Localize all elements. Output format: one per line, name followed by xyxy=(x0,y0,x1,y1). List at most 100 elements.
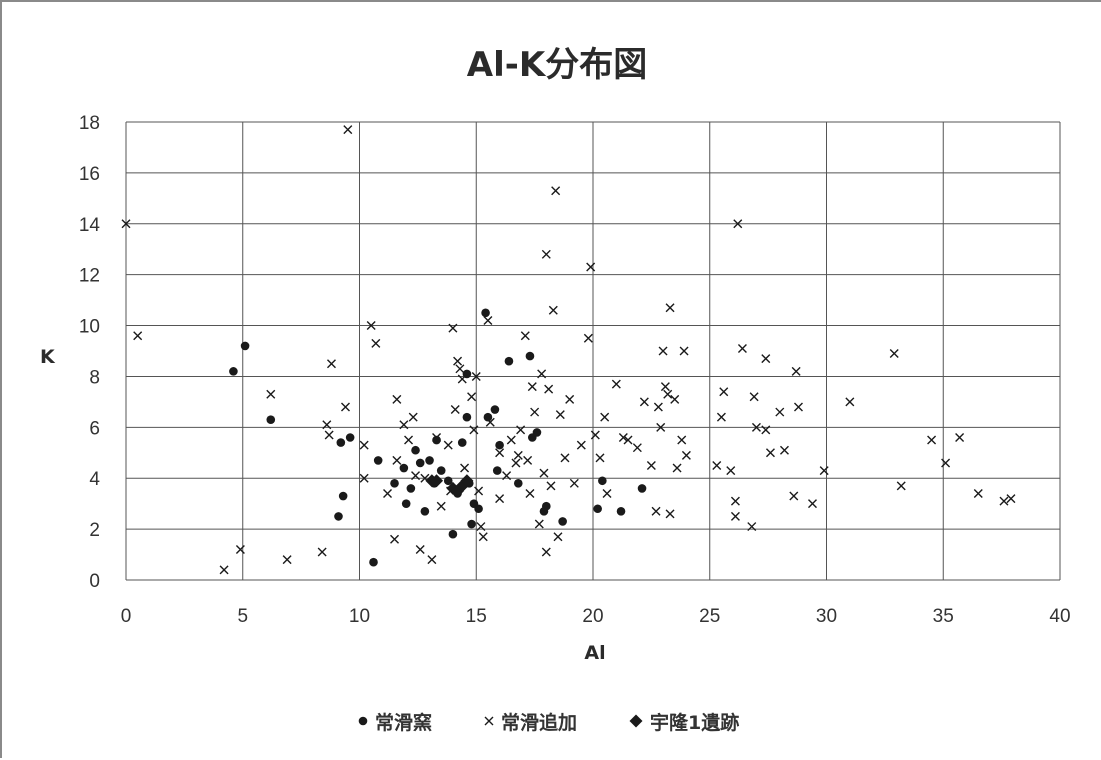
point-s1-82 xyxy=(639,397,649,407)
point-s0-8 xyxy=(373,456,383,465)
point-s1-10 xyxy=(343,125,353,135)
point-s1-62 xyxy=(544,384,554,394)
legend-label-0: 常滑窯 xyxy=(375,711,432,734)
point-s1-2 xyxy=(219,565,229,575)
point-s0-1 xyxy=(240,341,250,351)
point-s1-103 xyxy=(733,219,743,229)
point-s1-70 xyxy=(569,478,579,488)
point-s1-86 xyxy=(656,422,666,432)
point-s1-108 xyxy=(761,425,771,435)
point-s1-50 xyxy=(513,450,523,460)
point-s0-36 xyxy=(513,479,523,488)
y-tick-label-1: 2 xyxy=(89,520,100,541)
point-s1-60 xyxy=(541,547,551,557)
point-s1-61 xyxy=(541,249,551,259)
series-2 xyxy=(425,474,474,498)
point-s1-85 xyxy=(653,402,663,412)
point-s1-126 xyxy=(1006,494,1016,504)
point-s0-41 xyxy=(542,501,551,511)
series-1 xyxy=(121,125,1016,575)
y-tick-labels: 0 2 4 6 8 10 12 14 16 18 xyxy=(79,113,101,592)
point-s1-27 xyxy=(432,433,442,443)
point-s1-77 xyxy=(602,488,612,498)
point-s1-67 xyxy=(555,410,565,420)
x-axis-label: Al xyxy=(584,642,605,664)
point-s1-111 xyxy=(775,407,785,417)
chart-title: Al-K分布図 xyxy=(467,45,647,85)
point-s1-37 xyxy=(467,392,477,402)
x-tick-label-4: 20 xyxy=(582,606,603,627)
point-s0-19 xyxy=(436,466,446,475)
legend-item-1: 常滑追加 xyxy=(484,711,577,734)
point-s1-91 xyxy=(665,509,675,519)
point-s1-56 xyxy=(530,407,540,417)
point-s0-14 xyxy=(415,458,425,468)
point-s1-18 xyxy=(392,455,402,465)
point-s1-100 xyxy=(726,466,736,476)
y-tick-label-6: 12 xyxy=(79,266,100,287)
point-s1-112 xyxy=(779,445,789,455)
point-s1-19 xyxy=(392,394,402,404)
point-s1-76 xyxy=(600,412,610,422)
x-tick-label-3: 15 xyxy=(466,606,487,627)
point-s1-14 xyxy=(366,321,376,331)
point-s1-87 xyxy=(658,346,668,356)
point-s1-98 xyxy=(716,412,726,422)
point-s1-11 xyxy=(340,402,350,412)
y-axis-label: K xyxy=(40,346,56,368)
point-s1-90 xyxy=(665,303,675,313)
point-s1-92 xyxy=(670,394,680,404)
x-tick-label-0: 0 xyxy=(121,606,132,627)
point-s1-117 xyxy=(819,466,829,476)
point-s1-51 xyxy=(516,425,526,435)
point-s0-37 xyxy=(525,351,535,361)
y-tick-label-0: 0 xyxy=(89,571,100,592)
point-s1-123 xyxy=(955,433,965,443)
point-s1-73 xyxy=(586,262,596,272)
point-s0-42 xyxy=(558,517,567,526)
point-s0-9 xyxy=(390,479,399,488)
point-s1-52 xyxy=(520,331,530,341)
point-s1-6 xyxy=(317,547,327,557)
point-s1-105 xyxy=(747,522,757,532)
point-s1-120 xyxy=(896,481,906,491)
legend-item-2: 宇隆1遺跡 xyxy=(629,711,739,734)
point-s1-9 xyxy=(326,359,336,369)
point-s1-63 xyxy=(546,481,556,491)
point-s0-6 xyxy=(334,512,343,521)
point-s1-74 xyxy=(590,430,600,440)
point-s1-80 xyxy=(623,435,633,445)
point-s1-54 xyxy=(525,488,535,498)
point-s1-72 xyxy=(583,333,593,343)
point-s1-13 xyxy=(359,473,369,483)
point-s1-122 xyxy=(941,458,951,468)
point-s0-18 xyxy=(432,435,441,445)
point-s1-59 xyxy=(539,468,549,478)
point-s0-31 xyxy=(483,412,493,422)
point-s1-69 xyxy=(565,394,575,404)
point-s0-27 xyxy=(467,519,476,529)
point-s1-46 xyxy=(495,448,505,458)
point-s0-20 xyxy=(443,476,453,486)
point-s1-7 xyxy=(322,420,332,430)
point-s1-119 xyxy=(889,349,899,359)
point-s1-106 xyxy=(749,392,759,402)
x-tick-label-1: 5 xyxy=(237,606,248,627)
legend: 常滑窯 常滑追加 宇隆1遺跡 xyxy=(358,711,739,734)
point-s1-20 xyxy=(399,420,409,430)
y-tick-label-2: 4 xyxy=(89,469,100,490)
y-tick-label-7: 14 xyxy=(79,215,101,236)
point-s1-124 xyxy=(973,488,983,498)
point-s1-12 xyxy=(359,440,369,450)
point-s0-24 xyxy=(462,412,472,422)
point-s1-83 xyxy=(646,461,656,470)
point-s1-48 xyxy=(506,435,516,445)
point-s1-78 xyxy=(611,379,621,389)
point-s1-71 xyxy=(576,440,586,450)
point-s1-75 xyxy=(595,453,605,463)
point-s0-7 xyxy=(369,557,378,567)
point-s0-35 xyxy=(504,356,514,366)
point-s1-40 xyxy=(474,486,484,496)
point-s0-5 xyxy=(338,491,348,501)
point-s1-5 xyxy=(282,555,292,565)
